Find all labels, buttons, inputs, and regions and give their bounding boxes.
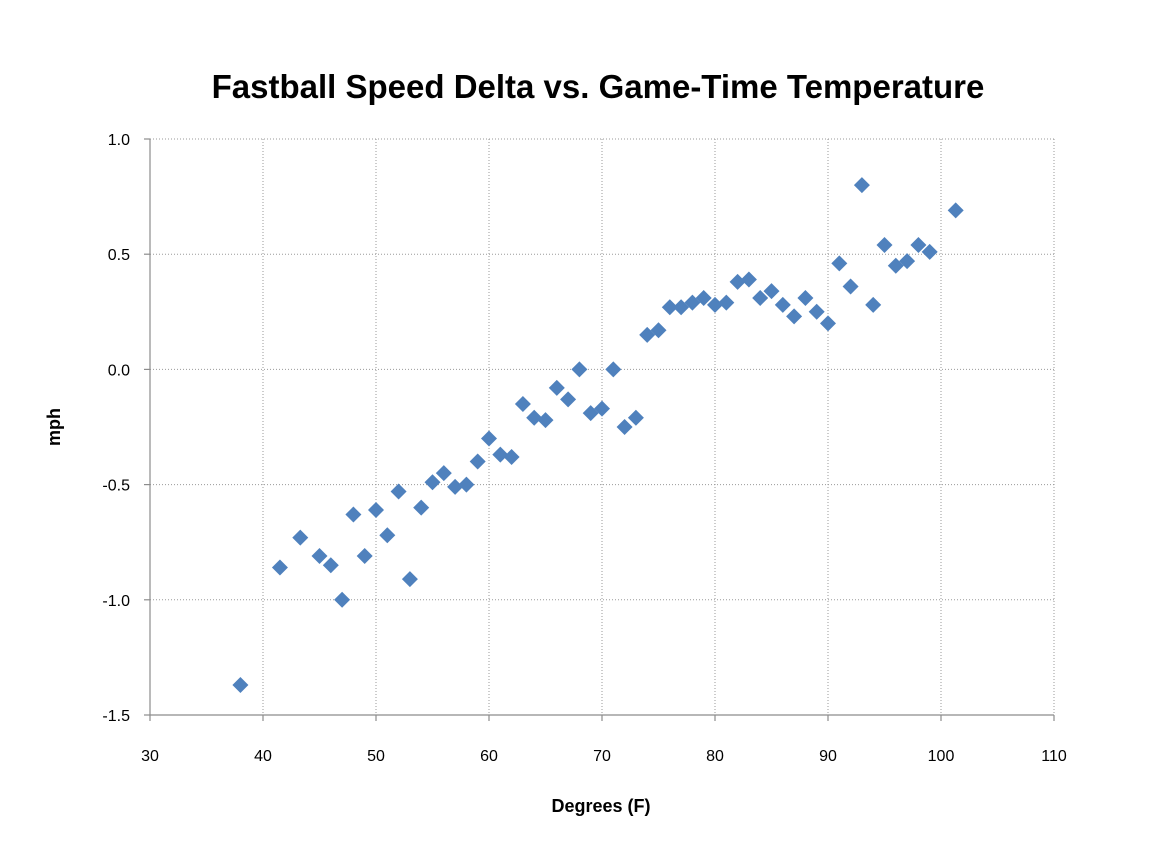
data-point	[876, 236, 893, 253]
y-tick-label: 1.0	[108, 132, 130, 149]
data-point	[729, 273, 746, 290]
y-tick-label: -1.0	[102, 593, 130, 610]
y-tick-label: 0.0	[108, 362, 130, 379]
data-point	[627, 409, 644, 426]
data-points	[232, 177, 964, 694]
y-tick-labels: 1.0 0.5 0.0 -0.5 -1.0 -1.5	[102, 132, 130, 725]
data-point	[390, 483, 407, 500]
x-tick-label: 50	[367, 748, 385, 765]
data-point	[503, 448, 520, 465]
data-point	[292, 529, 309, 546]
data-point	[435, 465, 452, 482]
x-axis-label: Degrees (F)	[551, 796, 650, 816]
x-tick-label: 110	[1041, 748, 1067, 765]
x-tick-label: 80	[706, 748, 724, 765]
x-tick-label: 30	[141, 748, 159, 765]
data-point	[707, 296, 723, 313]
data-point	[831, 255, 848, 272]
data-point	[334, 591, 351, 608]
data-point	[345, 506, 362, 523]
data-point	[322, 557, 339, 574]
data-point	[865, 296, 882, 313]
data-point	[560, 391, 577, 408]
data-point	[650, 322, 667, 339]
data-point	[718, 294, 735, 311]
data-point	[910, 236, 927, 253]
y-tick-label: -0.5	[102, 478, 130, 495]
x-tick-labels: 30 40 50 60 70 80 90 100 110	[141, 748, 1067, 765]
data-point	[548, 379, 565, 396]
axes	[144, 138, 1055, 721]
data-point	[786, 308, 803, 325]
x-tick-label: 90	[819, 748, 837, 765]
data-point	[481, 430, 497, 447]
data-point	[458, 476, 475, 493]
data-point	[514, 395, 531, 412]
data-point	[616, 419, 633, 435]
data-point	[947, 202, 964, 219]
data-point	[526, 409, 543, 426]
data-point	[379, 527, 396, 544]
data-point	[899, 253, 916, 270]
data-point	[740, 271, 757, 288]
data-point	[820, 315, 836, 332]
data-point	[797, 289, 814, 306]
x-tick-label: 40	[254, 748, 272, 765]
data-point	[311, 548, 328, 565]
chart-title: Fastball Speed Delta vs. Game-Time Tempe…	[212, 68, 985, 105]
data-point	[469, 453, 486, 470]
data-point	[842, 278, 859, 295]
x-tick-label: 70	[593, 748, 611, 765]
data-point	[808, 303, 825, 320]
y-axis-label: mph	[44, 408, 64, 446]
x-tick-label: 100	[928, 748, 955, 765]
data-point	[605, 361, 622, 378]
data-point	[695, 289, 712, 306]
data-point	[424, 474, 441, 491]
data-point	[232, 677, 249, 694]
data-point	[774, 296, 791, 313]
data-point	[571, 361, 588, 378]
y-tick-label: -1.5	[102, 708, 130, 725]
y-tick-label: 0.5	[108, 247, 130, 264]
x-tick-label: 60	[480, 748, 498, 765]
data-point	[537, 412, 554, 429]
data-point	[921, 243, 938, 260]
data-point	[401, 571, 418, 588]
data-point	[413, 499, 430, 516]
data-point	[763, 283, 780, 300]
data-point	[853, 177, 870, 194]
data-point	[356, 548, 373, 565]
data-point	[368, 501, 384, 518]
data-point	[447, 478, 464, 495]
data-point	[594, 400, 610, 417]
data-point	[661, 299, 678, 316]
data-point	[271, 559, 288, 576]
data-point	[752, 289, 769, 306]
data-point	[492, 446, 509, 463]
grid-lines	[150, 138, 1055, 715]
